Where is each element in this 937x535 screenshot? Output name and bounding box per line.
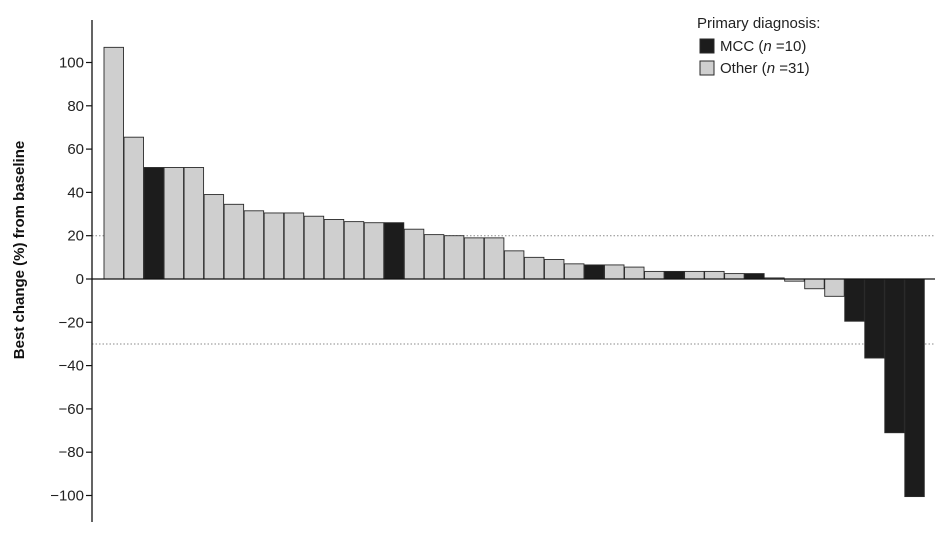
bar-other-18 [443,235,465,280]
y-tick-label: 20 [67,228,84,245]
bar-other-1 [103,46,124,280]
bar-other-28 [644,270,665,280]
bar-other-20 [483,237,505,280]
bar-mcc-41 [904,278,925,498]
bar-mcc-33 [744,273,765,280]
legend-mcc-count: =10 [776,38,801,55]
bar-other-32 [724,273,745,280]
bar-other-16 [403,228,425,280]
legend-label-mcc: MCC (n =10) [720,38,806,55]
bar-other-21 [503,250,525,280]
bar-other-37 [824,278,845,297]
axes-group [91,20,935,522]
bar-other-26 [604,264,625,280]
y-tick-label: 0 [76,271,84,288]
y-tick-label: 80 [67,98,84,115]
bar-mcc-15 [383,222,405,280]
bar-other-7 [223,203,245,280]
bar-other-30 [684,270,705,280]
bar-other-13 [343,221,365,280]
legend-mcc-n-symbol: n [763,38,771,55]
bar-other-36 [804,278,825,290]
y-tick-label: −40 [59,358,84,375]
legend-other-name: Other [720,60,758,77]
bar-other-8 [243,210,265,280]
bar-other-31 [704,270,725,280]
legend-other-n-symbol: n [767,60,775,77]
bar-other-22 [523,256,545,280]
bars-group [103,46,925,498]
bar-other-17 [423,234,445,280]
bar-other-6 [203,194,225,280]
bar-other-24 [564,263,585,280]
legend-swatch-mcc [699,38,715,54]
bar-mcc-38 [844,278,865,322]
y-tick-label: 40 [67,184,84,201]
bar-other-11 [303,215,325,280]
bar-mcc-3 [143,167,164,280]
y-tick-label: 60 [67,141,84,158]
bar-other-14 [363,222,385,280]
bar-mcc-40 [884,278,905,434]
bar-mcc-25 [584,264,605,280]
y-ticks-group: 100 80 60 40 20 0 −20 −40 −60 −80 −100 [50,55,92,505]
legend-label-other: Other (n =31) [720,60,810,77]
y-tick-label: −60 [59,401,84,418]
legend-mcc-name: MCC [720,38,754,55]
bar-mcc-39 [864,278,885,359]
bar-other-27 [624,266,645,280]
legend-title: Primary diagnosis: [697,15,820,32]
bar-other-5 [183,167,205,280]
y-tick-label: −100 [50,488,84,505]
legend: Primary diagnosis: MCC (n =10) Other (n … [697,15,820,77]
bar-other-19 [463,237,485,280]
legend-swatch-other [699,60,715,76]
legend-other-count: =31 [779,60,804,77]
y-tick-label: −20 [59,314,84,331]
bar-other-4 [163,167,185,280]
bar-mcc-29 [664,270,685,280]
bar-other-10 [283,212,305,280]
bar-other-23 [543,259,565,280]
bar-other-2 [123,136,144,280]
bar-other-9 [263,212,285,280]
y-tick-label: 100 [59,55,84,72]
y-axis-title: Best change (%) from baseline [11,141,28,359]
y-tick-label: −80 [59,444,84,461]
bar-other-12 [323,219,345,280]
